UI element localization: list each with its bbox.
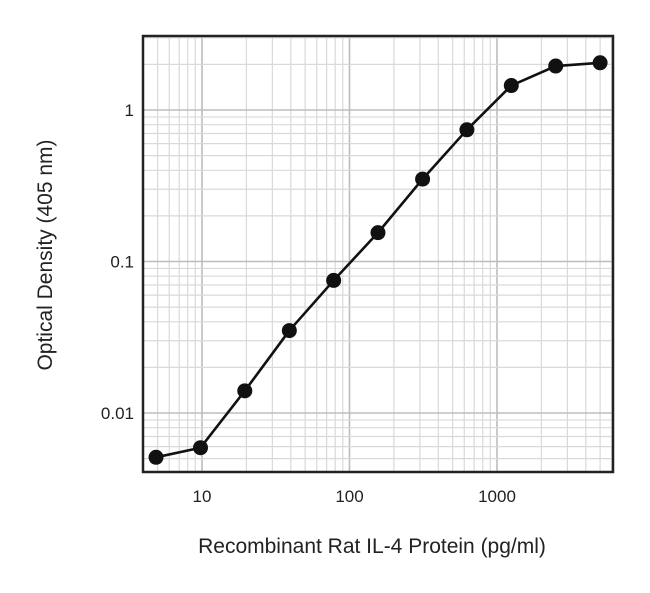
data-point-marker (459, 122, 475, 138)
data-point-marker (237, 383, 253, 399)
y-axis-ticks: 0.01 0.1 1 (101, 101, 134, 423)
data-series (148, 55, 608, 465)
data-point-marker (548, 58, 564, 74)
plot-grid (143, 36, 613, 472)
data-point-marker (503, 78, 519, 94)
data-point-marker (370, 225, 386, 241)
y-tick-label: 0.1 (110, 253, 134, 272)
x-tick-label: 1000 (478, 487, 516, 506)
x-axis-title: Recombinant Rat IL-4 Protein (pg/ml) (198, 535, 546, 558)
x-axis-ticks: 10 100 1000 (193, 487, 516, 506)
y-tick-label: 1 (125, 101, 134, 120)
data-point-marker (326, 272, 342, 288)
x-tick-label: 10 (193, 487, 212, 506)
y-tick-label: 0.01 (101, 404, 134, 423)
y-axis-title: Optical Density (405 nm) (34, 139, 57, 370)
plot-frame (141, 34, 615, 474)
data-point-marker (148, 449, 164, 465)
data-point-marker (281, 323, 297, 339)
data-point-marker (592, 55, 608, 71)
data-point-marker (415, 171, 431, 187)
x-tick-label: 100 (335, 487, 363, 506)
data-point-marker (193, 440, 209, 456)
